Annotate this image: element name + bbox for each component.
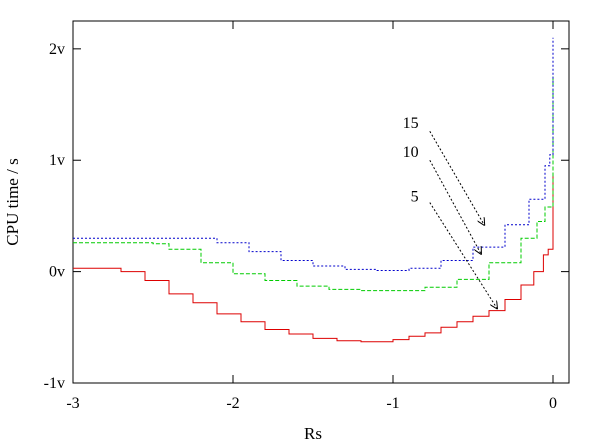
annotation-label: 10 — [403, 144, 419, 161]
y-axis-label: CPU time / s — [3, 158, 22, 245]
annotation-layer: 15 10 5 — [403, 115, 497, 308]
axis-ticks: -3 -2 -1 0 -1v 0v 1v 2v — [44, 21, 569, 412]
x-tick-label: 0 — [549, 395, 557, 412]
series-line-1 — [73, 73, 554, 292]
y-tick-label: -1v — [44, 375, 65, 392]
y-tick-label: 1v — [49, 152, 65, 169]
y-tick-label: 2v — [49, 41, 65, 58]
series-layer — [73, 37, 554, 343]
series-line-2 — [73, 37, 554, 271]
annotation-label: 5 — [411, 188, 419, 205]
annotation-label: 15 — [403, 115, 419, 132]
y-tick-label: 0v — [49, 264, 65, 281]
x-axis-label: Rs — [304, 424, 322, 440]
annotation-arrow — [429, 202, 497, 309]
series-line-0 — [73, 174, 554, 343]
annotation-arrow — [429, 159, 481, 254]
x-tick-label: -2 — [226, 395, 239, 412]
x-tick-label: -3 — [66, 395, 79, 412]
x-tick-label: -1 — [386, 395, 399, 412]
plot-frame — [72, 20, 570, 384]
